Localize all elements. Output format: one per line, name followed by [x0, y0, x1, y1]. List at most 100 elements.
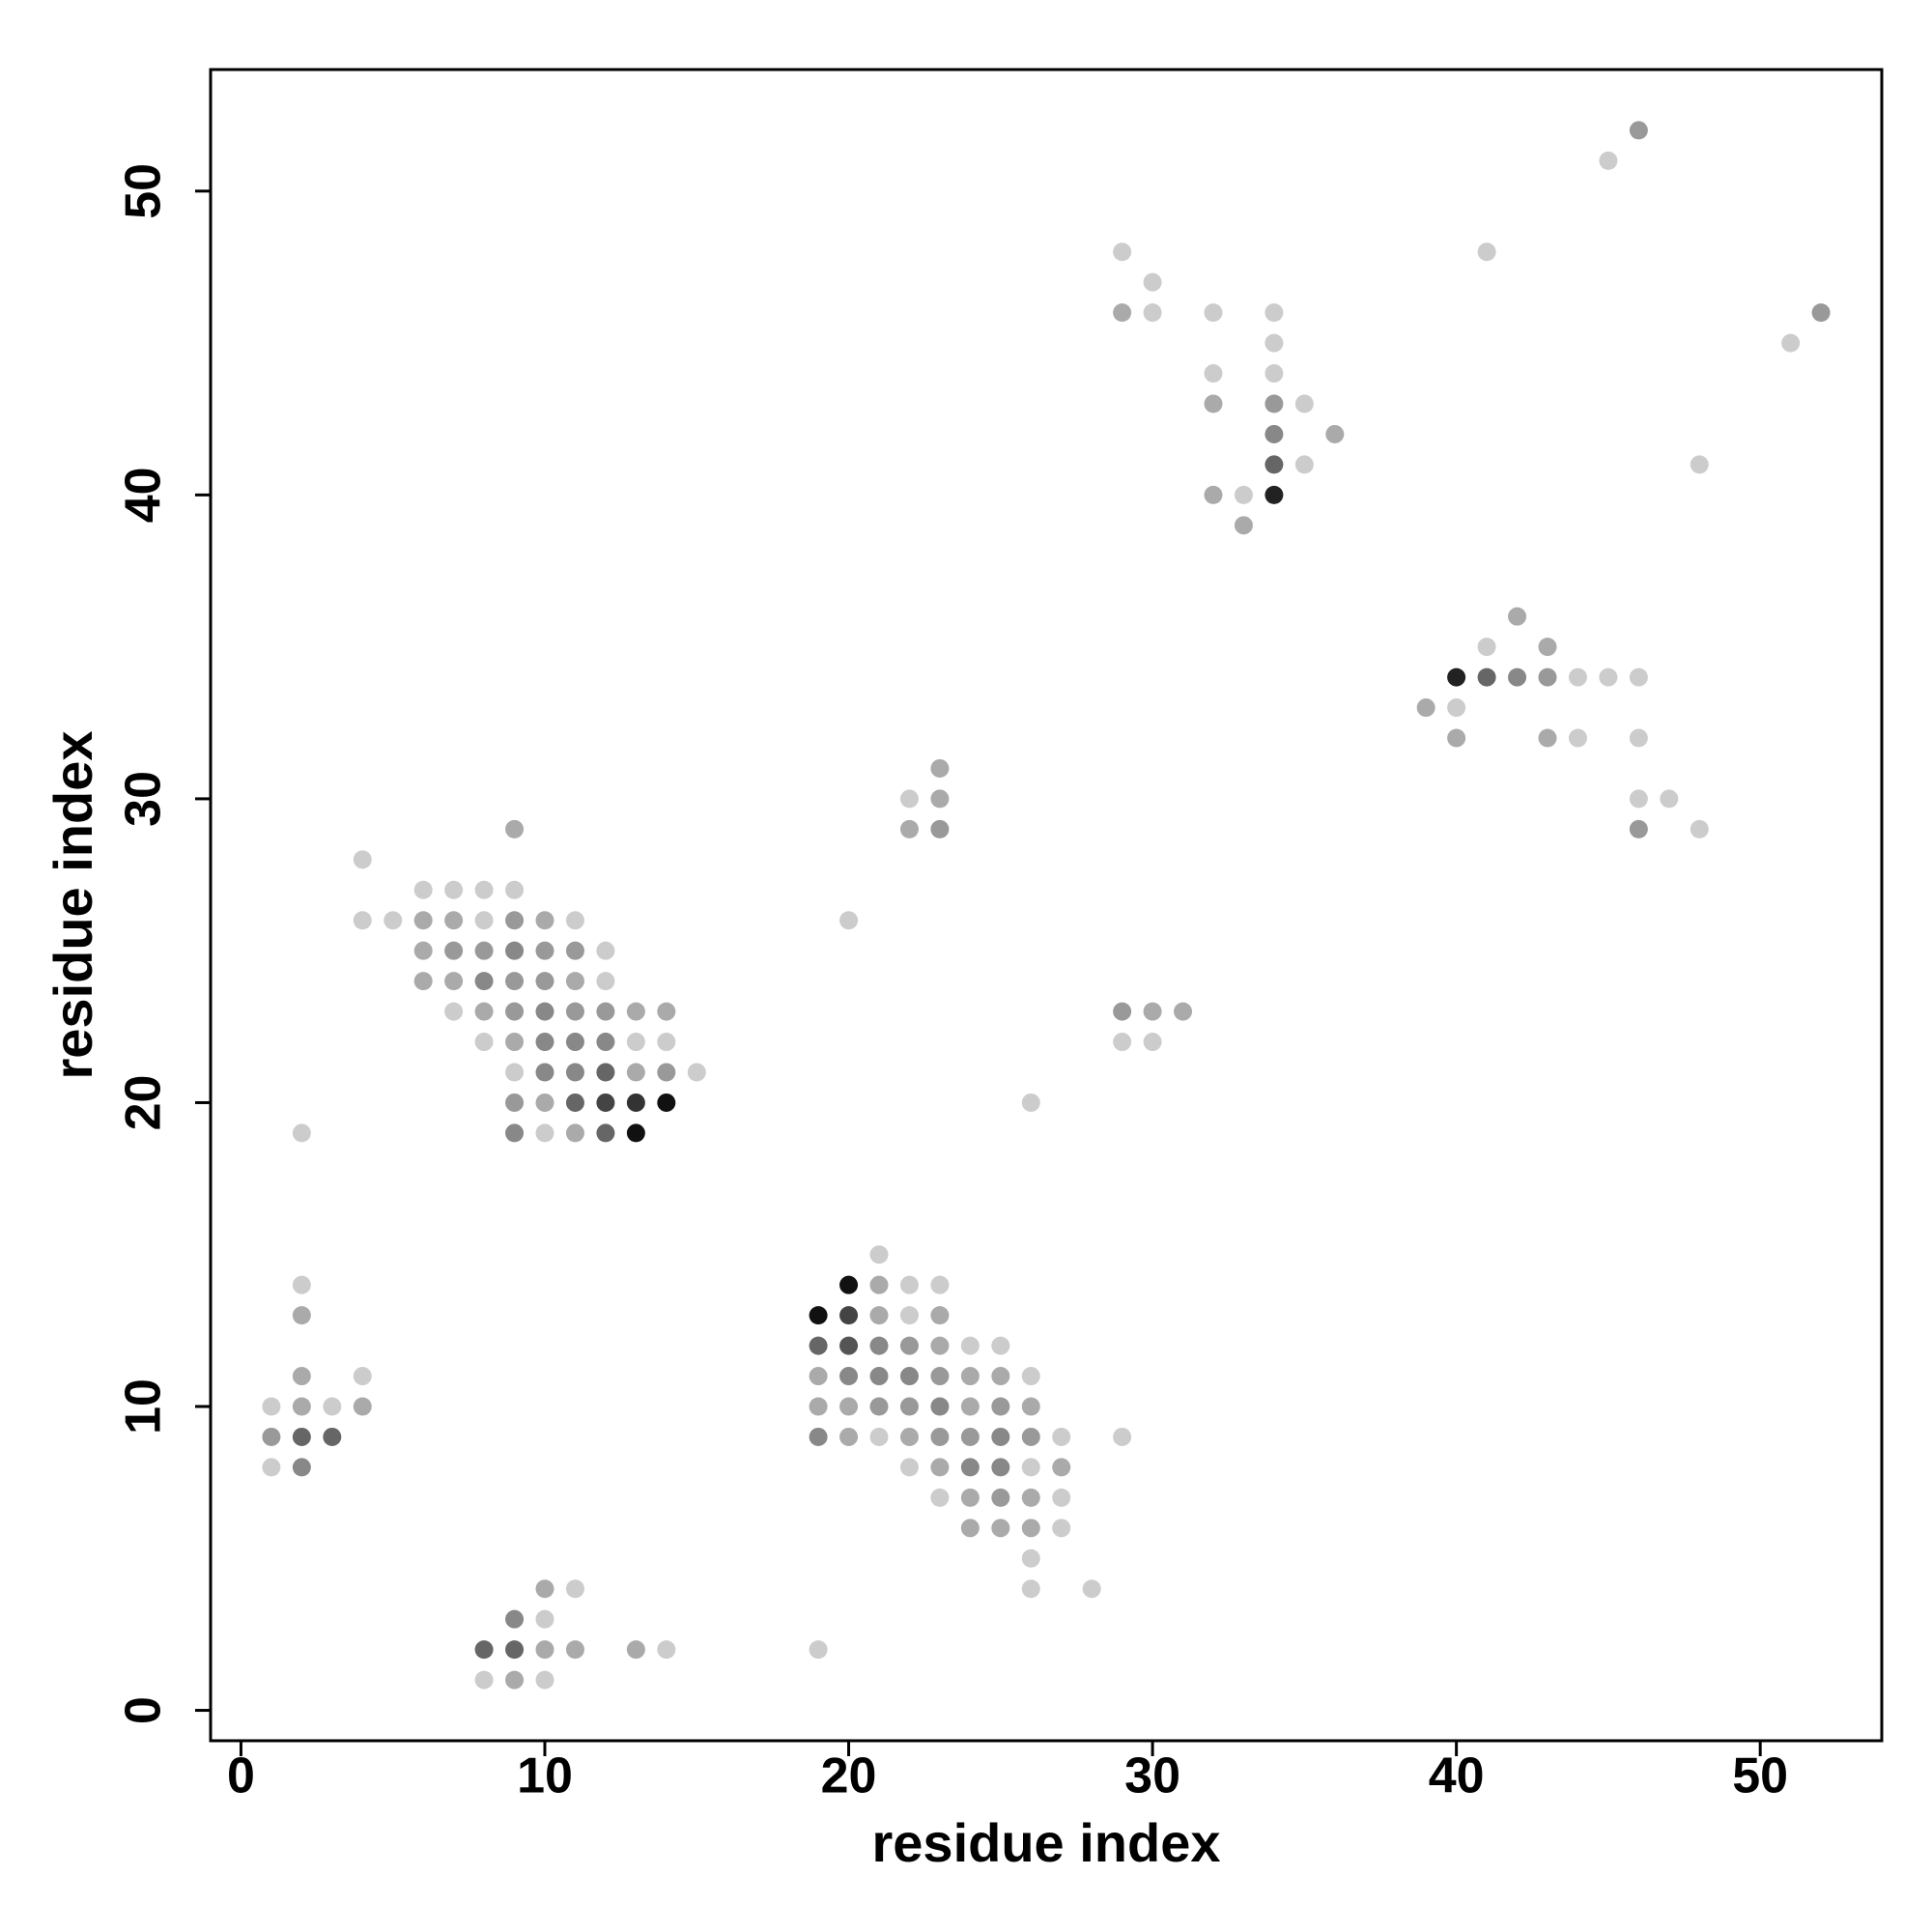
- point: [960, 1397, 980, 1416]
- point: [1052, 1427, 1071, 1446]
- point: [657, 1093, 676, 1112]
- point: [809, 1336, 828, 1355]
- point: [930, 1275, 950, 1294]
- point: [444, 972, 464, 991]
- point: [505, 1033, 525, 1052]
- point: [596, 1033, 615, 1052]
- point: [413, 880, 433, 899]
- point: [535, 1579, 554, 1599]
- point: [1325, 424, 1345, 443]
- point: [474, 1002, 494, 1021]
- point: [626, 1123, 645, 1143]
- point: [869, 1397, 889, 1416]
- point: [930, 1367, 950, 1386]
- point: [1021, 1427, 1040, 1446]
- point: [930, 758, 950, 778]
- point: [1021, 1519, 1040, 1538]
- point: [505, 1640, 525, 1660]
- point: [1294, 455, 1314, 474]
- point: [899, 1367, 919, 1386]
- x-tick-label: 30: [1124, 1748, 1180, 1804]
- point: [930, 1306, 950, 1325]
- point: [839, 911, 859, 930]
- point: [869, 1427, 889, 1446]
- point: [626, 1033, 645, 1052]
- point: [869, 1367, 889, 1386]
- point: [1264, 485, 1284, 504]
- point: [1294, 394, 1314, 413]
- point: [960, 1336, 980, 1355]
- y-tick-label: 50: [116, 163, 172, 219]
- point: [839, 1397, 859, 1416]
- point: [899, 789, 919, 809]
- point: [1204, 485, 1223, 504]
- point: [1781, 333, 1801, 353]
- point: [1629, 121, 1648, 140]
- point: [505, 972, 525, 991]
- point: [1477, 242, 1496, 262]
- point: [474, 972, 494, 991]
- point: [474, 880, 494, 899]
- point: [535, 972, 554, 991]
- point: [535, 941, 554, 960]
- point: [839, 1275, 859, 1294]
- point: [565, 1033, 584, 1052]
- point: [960, 1367, 980, 1386]
- point: [1113, 303, 1132, 323]
- point: [1174, 1002, 1193, 1021]
- point: [413, 972, 433, 991]
- point: [505, 941, 525, 960]
- point: [353, 911, 372, 930]
- point: [1143, 272, 1162, 292]
- point: [626, 1002, 645, 1021]
- point: [505, 819, 525, 838]
- point: [869, 1306, 889, 1325]
- point: [565, 1063, 584, 1082]
- point: [687, 1063, 706, 1082]
- point: [596, 1123, 615, 1143]
- point: [899, 1427, 919, 1446]
- point: [626, 1640, 645, 1660]
- point: [353, 850, 372, 869]
- point: [1082, 1579, 1101, 1599]
- point: [505, 1123, 525, 1143]
- point: [565, 1579, 584, 1599]
- point: [596, 1063, 615, 1082]
- point: [1021, 1579, 1040, 1599]
- point: [474, 911, 494, 930]
- point: [292, 1306, 311, 1325]
- point: [505, 911, 525, 930]
- point: [1264, 333, 1284, 353]
- point: [292, 1367, 311, 1386]
- point: [565, 911, 584, 930]
- point: [1264, 394, 1284, 413]
- point: [930, 789, 950, 809]
- point: [1113, 242, 1132, 262]
- point: [1416, 698, 1435, 718]
- point: [1264, 303, 1284, 323]
- point: [1447, 728, 1466, 748]
- point: [535, 1093, 554, 1112]
- point: [444, 941, 464, 960]
- y-tick-label: 10: [116, 1378, 172, 1435]
- point: [960, 1519, 980, 1538]
- point: [930, 1397, 950, 1416]
- point: [1538, 668, 1557, 687]
- point: [991, 1519, 1010, 1538]
- y-tick-label: 20: [116, 1075, 172, 1131]
- point: [899, 1336, 919, 1355]
- point: [1629, 668, 1648, 687]
- point: [930, 1458, 950, 1477]
- point: [1113, 1427, 1132, 1446]
- point: [535, 1640, 554, 1660]
- point: [839, 1336, 859, 1355]
- point: [292, 1397, 311, 1416]
- point: [596, 1093, 615, 1112]
- point: [1568, 728, 1587, 748]
- point: [991, 1458, 1010, 1477]
- point: [262, 1458, 281, 1477]
- x-tick-label: 20: [821, 1748, 877, 1804]
- point: [565, 1123, 584, 1143]
- point: [535, 1063, 554, 1082]
- point: [869, 1245, 889, 1264]
